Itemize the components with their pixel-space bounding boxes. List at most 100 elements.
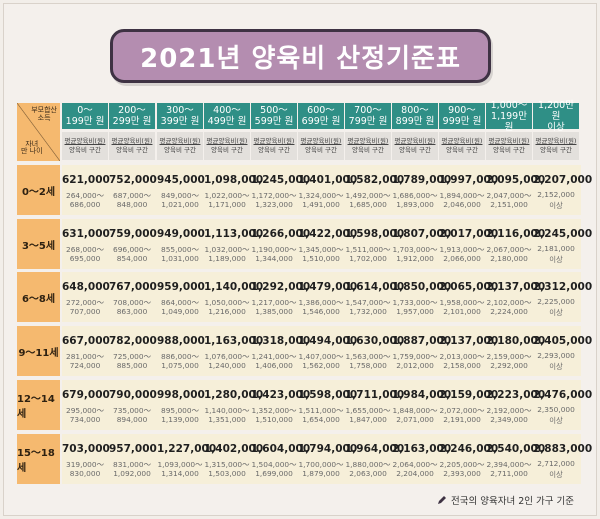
range-high-value: 2,349,000 xyxy=(490,415,528,424)
range-high-value: 1,491,000 xyxy=(302,200,340,209)
table-cell: 2,017,000 1,913,000～ 2,066,000 xyxy=(439,219,499,269)
average-support-value: 949,000 xyxy=(157,228,205,240)
range-high-value: 686,000 xyxy=(69,200,101,209)
range-high-value: 1,758,000 xyxy=(349,361,387,370)
average-support-value: 2,245,000 xyxy=(533,228,593,240)
range-low-value: 1,407,000～ xyxy=(298,352,344,361)
income-axis-label: 부모합산 소득 xyxy=(31,106,57,122)
range-high-value: 1,893,000 xyxy=(396,200,434,209)
average-support-value: 1,807,000 xyxy=(392,228,452,240)
average-support-value: 1,598,000 xyxy=(345,228,405,240)
range-low-value: 1,190,000～ xyxy=(251,245,297,254)
column-subheader: 평균양육비(원) 양육비 구간 xyxy=(251,132,297,160)
average-support-value: 2,476,000 xyxy=(533,389,593,401)
range-low-value: 2,152,000 xyxy=(537,190,575,199)
footnote: 전국의 양육자녀 2인 가구 기준 xyxy=(437,493,574,507)
range-low-value: 1,848,000～ xyxy=(392,406,438,415)
range-high-value: 848,000 xyxy=(116,200,148,209)
range-low-value: 1,172,000～ xyxy=(251,191,297,200)
range-low-value: 1,386,000～ xyxy=(298,298,344,307)
average-support-value: 1,630,000 xyxy=(345,335,405,347)
table-cell: 1,479,000 1,386,000～ 1,546,000 xyxy=(298,272,357,322)
average-support-value: 1,614,000 xyxy=(345,281,405,293)
table-cell: 703,000 319,000～ 830,000 xyxy=(62,434,110,484)
average-support-value: 1,850,000 xyxy=(392,281,452,293)
average-support-value: 1,227,000 xyxy=(157,443,217,455)
average-support-value: 1,887,000 xyxy=(392,335,452,347)
range-low-value: 2,159,000～ xyxy=(486,352,532,361)
range-low-value: 2,350,000 xyxy=(537,405,575,414)
table-cell: 1,402,000 1,315,000～ 1,503,000 xyxy=(204,434,264,484)
range-high-value: 1,240,000 xyxy=(208,361,246,370)
table-cell: 1,292,000 1,217,000～ 1,385,000 xyxy=(251,272,310,322)
table-cell: 631,000 268,000～ 695,000 xyxy=(62,219,110,269)
range-high-value: 2,191,000 xyxy=(443,415,481,424)
age-row-label: 0～2세 xyxy=(17,165,60,215)
range-low-value: 1,511,000～ xyxy=(298,406,344,415)
income-column-header: 0～ 199만 원 xyxy=(62,103,108,129)
range-low-value: 2,102,000～ xyxy=(486,298,532,307)
average-support-value: 1,711,000 xyxy=(345,389,405,401)
range-low-value: 1,733,000～ xyxy=(392,298,438,307)
range-high-value: 1,847,000 xyxy=(349,415,387,424)
range-low-value: 1,076,000～ xyxy=(204,352,250,361)
table-cell: 782,000 725,000～ 885,000 xyxy=(109,326,157,376)
table-cell: 949,000 855,000～ 1,031,000 xyxy=(157,219,205,269)
range-high-value: 1,699,000 xyxy=(255,469,293,478)
range-high-value: 이상 xyxy=(549,416,563,425)
average-support-value: 1,422,000 xyxy=(298,228,358,240)
range-high-value: 1,049,000 xyxy=(161,307,199,316)
range-low-value: 2,394,000～ xyxy=(486,460,532,469)
table-cell: 1,598,000 1,511,000～ 1,702,000 xyxy=(345,219,405,269)
average-support-value: 1,598,000 xyxy=(298,389,358,401)
table-cell: 959,000 864,000～ 1,049,000 xyxy=(157,272,205,322)
table-cell: 667,000 281,000～ 724,000 xyxy=(62,326,110,376)
range-low-value: 864,000～ xyxy=(161,298,199,307)
table-cell: 1,807,000 1,703,000～ 1,912,000 xyxy=(392,219,452,269)
average-support-value: 957,000 xyxy=(109,443,157,455)
range-high-value: 1,562,000 xyxy=(302,361,340,370)
average-support-value: 2,017,000 xyxy=(439,228,499,240)
average-support-value: 1,582,000 xyxy=(345,174,405,186)
range-low-value: 295,000～ xyxy=(66,406,104,415)
table-cell: 2,223,000 2,192,000～ 2,349,000 xyxy=(486,380,545,430)
range-high-value: 2,180,000 xyxy=(490,254,528,263)
average-support-value: 2,163,000 xyxy=(392,443,452,455)
average-support-value: 1,402,000 xyxy=(204,443,264,455)
range-high-value: 854,000 xyxy=(116,254,148,263)
table-cell: 2,163,000 2,064,000～ 2,204,000 xyxy=(392,434,452,484)
range-high-value: 2,158,000 xyxy=(443,361,481,370)
average-support-value: 679,000 xyxy=(62,389,110,401)
income-column-header: 300～ 399만 원 xyxy=(157,103,203,129)
range-high-value: 이상 xyxy=(549,255,563,264)
range-low-value: 1,511,000～ xyxy=(345,245,391,254)
range-low-value: 1,217,000～ xyxy=(251,298,297,307)
range-high-value: 2,063,000 xyxy=(349,469,387,478)
range-high-value: 1,351,000 xyxy=(208,415,246,424)
range-low-value: 2,181,000 xyxy=(537,244,575,253)
column-subheader: 평균양육비(원) 양육비 구간 xyxy=(486,132,532,160)
income-column-header: 1,200만 원 이상 xyxy=(533,100,579,133)
pen-icon xyxy=(437,496,446,504)
table-cell: 988,000 886,000～ 1,075,000 xyxy=(157,326,205,376)
range-high-value: 2,292,000 xyxy=(490,361,528,370)
column-subheader: 평균양육비(원) 양육비 구간 xyxy=(533,132,579,160)
average-support-value: 1,964,000 xyxy=(345,443,405,455)
range-high-value: 2,071,000 xyxy=(396,415,434,424)
range-low-value: 725,000～ xyxy=(113,352,151,361)
range-low-value: 1,504,000～ xyxy=(251,460,297,469)
average-support-value: 621,000 xyxy=(62,174,110,186)
range-high-value: 1,031,000 xyxy=(161,254,199,263)
average-support-value: 1,113,000 xyxy=(204,228,264,240)
range-high-value: 885,000 xyxy=(116,361,148,370)
table-cell: 957,000 831,000～ 1,092,000 xyxy=(109,434,157,484)
average-support-value: 1,140,000 xyxy=(204,281,264,293)
page-title: 2021년 양육비 산정기준표 xyxy=(110,29,491,83)
table-cell: 1,318,000 1,241,000～ 1,406,000 xyxy=(251,326,310,376)
range-high-value: 1,344,000 xyxy=(255,254,293,263)
age-row-label: 6～8세 xyxy=(17,272,60,322)
average-support-value: 1,245,000 xyxy=(251,174,311,186)
table-cell: 621,000 264,000～ 686,000 xyxy=(62,165,110,215)
average-support-value: 1,280,000 xyxy=(204,389,264,401)
range-low-value: 2,047,000～ xyxy=(486,191,532,200)
